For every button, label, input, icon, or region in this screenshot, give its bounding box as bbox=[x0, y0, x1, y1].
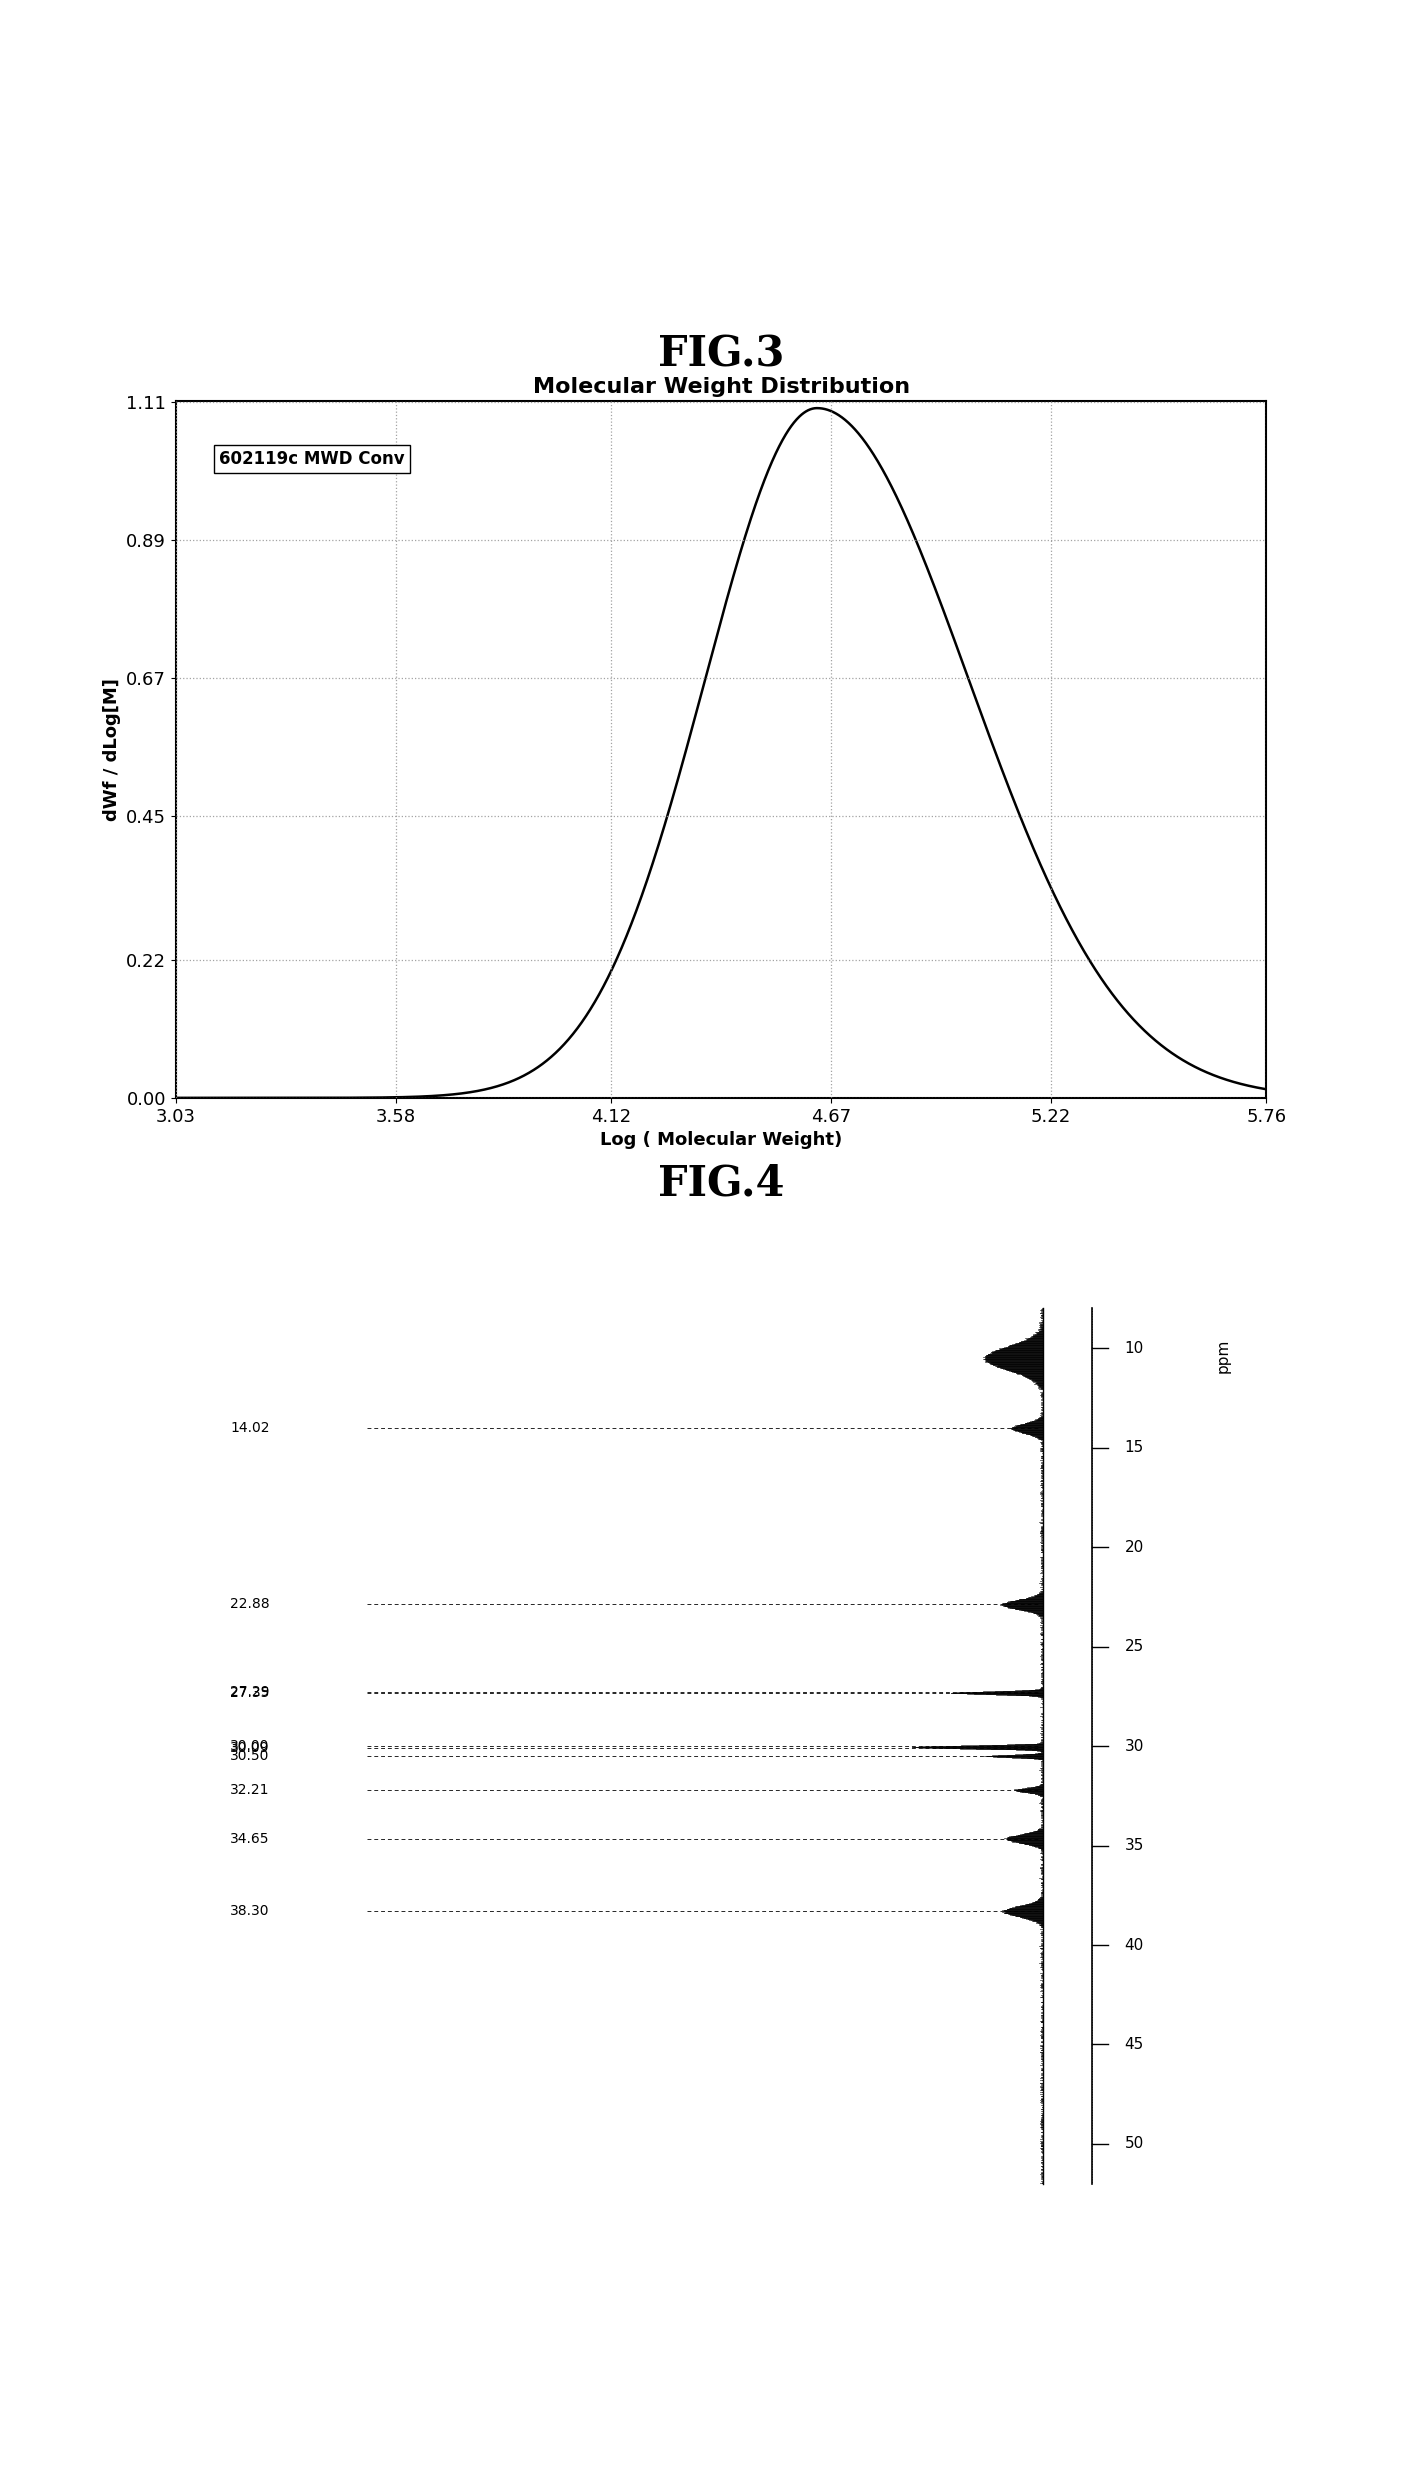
Text: 14.02: 14.02 bbox=[231, 1421, 270, 1436]
Text: 30.09: 30.09 bbox=[231, 1741, 270, 1755]
Text: 40: 40 bbox=[1124, 1939, 1144, 1954]
Text: 30.50: 30.50 bbox=[231, 1748, 270, 1763]
Y-axis label: dWf / dLog[M]: dWf / dLog[M] bbox=[103, 678, 121, 822]
Text: 45: 45 bbox=[1124, 2038, 1144, 2053]
Text: FIG.4: FIG.4 bbox=[658, 1164, 784, 1206]
Text: 32.21: 32.21 bbox=[231, 1783, 270, 1798]
Text: 20: 20 bbox=[1124, 1540, 1144, 1555]
Text: 22.88: 22.88 bbox=[231, 1597, 270, 1612]
Title: Molecular Weight Distribution: Molecular Weight Distribution bbox=[532, 376, 910, 396]
Text: FIG.3: FIG.3 bbox=[658, 334, 784, 376]
Text: 30.00: 30.00 bbox=[231, 1738, 270, 1753]
Text: 602119c MWD Conv: 602119c MWD Conv bbox=[219, 451, 405, 468]
X-axis label: Log ( Molecular Weight): Log ( Molecular Weight) bbox=[599, 1132, 843, 1149]
Text: ppm: ppm bbox=[1216, 1337, 1230, 1372]
Text: 25: 25 bbox=[1124, 1639, 1144, 1654]
Text: 30: 30 bbox=[1124, 1738, 1144, 1753]
Text: 27.35: 27.35 bbox=[231, 1686, 270, 1701]
Text: 35: 35 bbox=[1124, 1837, 1144, 1852]
Text: 10: 10 bbox=[1124, 1340, 1144, 1357]
Text: 15: 15 bbox=[1124, 1441, 1144, 1456]
Text: 50: 50 bbox=[1124, 2137, 1144, 2152]
Text: 27.29: 27.29 bbox=[231, 1686, 270, 1699]
Text: 38.30: 38.30 bbox=[231, 1904, 270, 1919]
Text: 34.65: 34.65 bbox=[231, 1832, 270, 1845]
